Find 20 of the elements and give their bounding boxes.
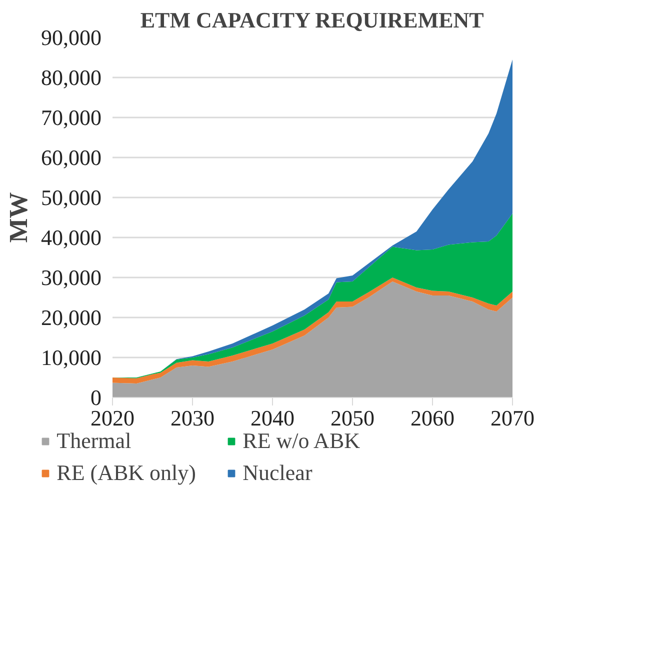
y-tick-label: 60,000 <box>41 145 102 170</box>
x-tick-label: 2050 <box>330 406 374 430</box>
x-tick-label: 2040 <box>250 406 294 430</box>
chart-title: ETM CAPACITY REQUIREMENT <box>140 8 484 32</box>
y-axis-title: MW <box>4 192 33 243</box>
y-tick-label: 20,000 <box>41 305 102 330</box>
legend-label: Thermal <box>56 428 132 453</box>
y-tick-label: 70,000 <box>41 105 102 130</box>
y-tick-label: 30,000 <box>41 265 102 290</box>
x-tick-label: 2070 <box>490 406 534 430</box>
x-tick-label: 2030 <box>170 406 214 430</box>
y-tick-label: 90,000 <box>41 25 102 50</box>
x-tick-label: 2060 <box>410 406 454 430</box>
y-tick-label: 80,000 <box>41 65 102 90</box>
y-tick-label: 10,000 <box>41 345 102 370</box>
legend-label: Nuclear <box>242 460 314 486</box>
y-tick-label: 40,000 <box>41 225 102 250</box>
y-tick-label: 50,000 <box>41 185 102 210</box>
legend-label: RE w/o ABK <box>242 428 362 454</box>
legend-label: RE (ABK only) <box>56 460 197 486</box>
